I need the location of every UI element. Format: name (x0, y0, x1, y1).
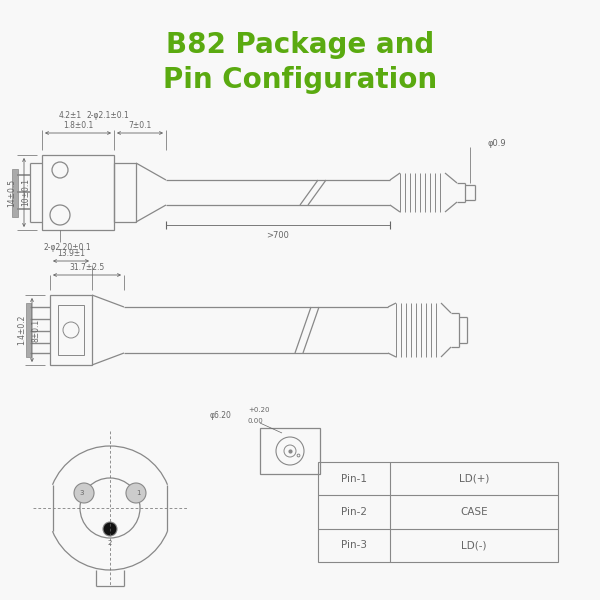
Circle shape (126, 483, 146, 503)
Bar (26, 303, 31, 357)
Text: 2-φ2.1±0.1: 2-φ2.1±0.1 (86, 110, 130, 119)
Text: 2: 2 (108, 540, 112, 546)
Text: +0.20: +0.20 (248, 407, 269, 413)
Text: CASE: CASE (460, 507, 488, 517)
Bar (12, 169, 18, 217)
Text: 1.4±0.2: 1.4±0.2 (17, 315, 26, 345)
Text: LD(-): LD(-) (461, 541, 487, 550)
Text: Pin Configuration: Pin Configuration (163, 66, 437, 94)
Text: Pin-2: Pin-2 (341, 507, 367, 517)
Circle shape (74, 483, 94, 503)
Text: 13.9±1: 13.9±1 (57, 248, 85, 257)
Text: Pin-1: Pin-1 (341, 473, 367, 484)
Text: 10±0.1: 10±0.1 (22, 179, 31, 206)
Text: φ6.20: φ6.20 (210, 410, 232, 419)
Text: LD(+): LD(+) (459, 473, 489, 484)
Text: Pin-3: Pin-3 (341, 541, 367, 550)
Text: 31.7±2.5: 31.7±2.5 (70, 263, 104, 271)
Text: 1: 1 (136, 490, 140, 496)
Bar (50, 295, 92, 365)
Text: 3: 3 (80, 490, 84, 496)
Text: 4.2±1: 4.2±1 (58, 110, 82, 119)
Bar (318, 462, 558, 562)
Text: 0.00: 0.00 (248, 418, 264, 424)
Text: 2-φ2.20±0.1: 2-φ2.20±0.1 (43, 244, 91, 253)
Bar (260, 428, 320, 474)
Text: 14±0.5: 14±0.5 (7, 178, 17, 206)
Bar (42, 155, 114, 230)
Text: φ0.9: φ0.9 (488, 139, 506, 148)
Text: 8±0.1: 8±0.1 (32, 319, 41, 341)
Text: 1.8±0.1: 1.8±0.1 (63, 121, 93, 130)
Text: 7±0.1: 7±0.1 (128, 121, 152, 130)
Bar (114, 163, 136, 222)
Circle shape (103, 522, 117, 536)
Text: >700: >700 (266, 230, 289, 239)
Text: B82 Package and: B82 Package and (166, 31, 434, 59)
Bar (58, 305, 84, 355)
